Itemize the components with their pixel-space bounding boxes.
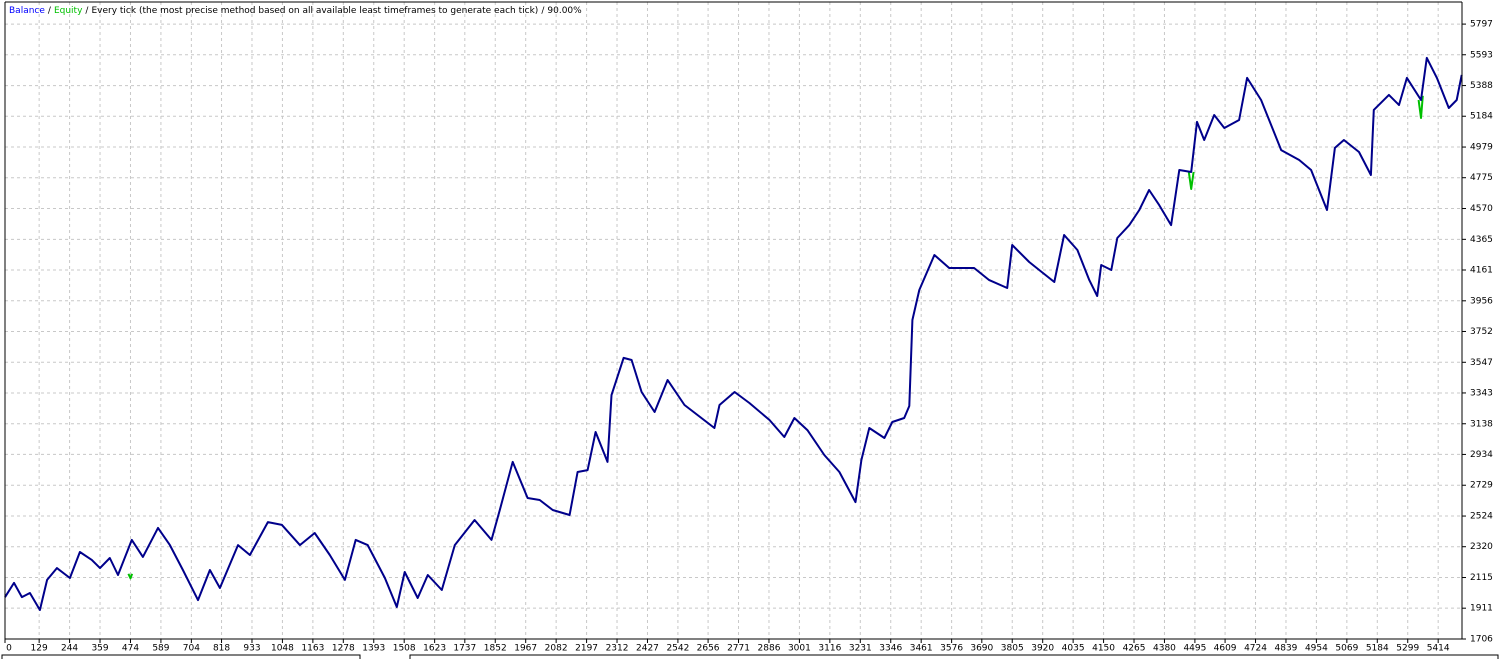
x-tick-label: 704 [183,644,200,654]
axes: 1706 1911 2115 2320 2524 2729 2934 3138 3343 3547… [4,1,1493,654]
y-tick-label: 3956 [1470,296,1493,306]
x-tick-label: 2082 [545,644,568,654]
x-tick-label: 3346 [879,644,902,654]
y-tick-label: 1911 [1470,604,1493,614]
x-tick-label: 244 [61,644,78,654]
y-tick-label: 3752 [1470,327,1493,337]
x-tick-label: 3001 [788,644,811,654]
x-tick-label: 2542 [666,644,689,654]
legend-balance: Balance [9,6,45,16]
x-tick-label: 2197 [575,644,598,654]
x-tick-label: 474 [122,644,139,654]
x-tick-label: 3461 [910,644,933,654]
x-tick-label: 129 [31,644,48,654]
x-tick-label: 2656 [697,644,720,654]
x-tick-label: 3920 [1031,644,1054,654]
x-tick-label: 4380 [1153,644,1176,654]
y-tick-label: 2320 [1470,542,1493,552]
header: Balance / Equity / Every tick (the most prec… [9,6,582,16]
x-tick-label: 1508 [393,644,416,654]
x-tick-label: 1967 [514,644,537,654]
x-tick-label: 0 [6,644,12,654]
separator: / [85,6,89,16]
scroll-box-left [1,654,361,659]
x-tick-label: 4609 [1214,644,1237,654]
series-line [4,56,1463,611]
x-tick-label: 1852 [484,644,507,654]
x-tick-label: 359 [91,644,108,654]
y-tick-label: 5184 [1470,112,1493,122]
y-tick-label: 4161 [1470,265,1493,275]
x-tick-label: 4724 [1244,644,1267,654]
y-tick-label: 2934 [1470,450,1493,460]
y-tick-label: 4365 [1470,235,1493,245]
x-tick-label: 3576 [940,644,963,654]
y-tick-label: 3138 [1470,419,1493,429]
model: Every tick (the most precise method base… [91,6,538,16]
x-tick-label: 4265 [1123,644,1146,654]
x-tick-label: 818 [213,644,230,654]
x-tick-label: 5069 [1335,644,1358,654]
x-tick-label: 5299 [1396,644,1419,654]
x-tick-label: 4954 [1305,644,1328,654]
x-tick-label: 4495 [1183,644,1206,654]
x-tick-label: 3231 [849,644,872,654]
x-tick-label: 1623 [423,644,446,654]
x-tick-label: 1393 [362,644,385,654]
y-tick-label: 4979 [1470,143,1493,153]
x-tick-label: 2427 [636,644,659,654]
x-tick-label: 4150 [1092,644,1115,654]
x-tick-label: 2771 [727,644,750,654]
x-tick-label: 3690 [970,644,993,654]
y-tick-label: 3547 [1470,358,1493,368]
x-tick-label: 1278 [332,644,355,654]
legend-equity: Equity [54,6,83,16]
separator: / [541,6,545,16]
y-tick-label: 5388 [1470,81,1493,91]
x-tick-label: 4839 [1275,644,1298,654]
x-tick-label: 589 [152,644,169,654]
y-tick-label: 5797 [1470,20,1493,30]
x-tick-label: 1737 [453,644,476,654]
separator: / [48,6,52,16]
grid [4,2,1462,640]
scroll-box-right [409,654,1499,659]
x-tick-label: 5414 [1427,644,1450,654]
y-tick-label: 1706 [1470,635,1493,645]
quality: 90.00% [547,6,582,16]
y-tick-label: 5593 [1470,50,1493,60]
lines [4,56,1463,611]
x-tick-label: 3116 [818,644,841,654]
y-tick-label: 2115 [1470,573,1493,583]
x-tick-label: 3805 [1001,644,1024,654]
y-tick-label: 3343 [1470,388,1493,398]
x-tick-label: 933 [243,644,260,654]
y-tick-label: 4570 [1470,204,1493,214]
x-tick-label: 2312 [606,644,629,654]
series-line [127,95,1424,580]
y-tick-label: 2524 [1470,512,1493,522]
y-tick-label: 2729 [1470,481,1493,491]
x-tick-label: 1048 [271,644,294,654]
y-tick-label: 4775 [1470,173,1493,183]
x-tick-label: 2886 [758,644,781,654]
x-tick-label: 5184 [1366,644,1389,654]
x-tick-label: 1163 [301,644,324,654]
x-tick-label: 4035 [1062,644,1085,654]
